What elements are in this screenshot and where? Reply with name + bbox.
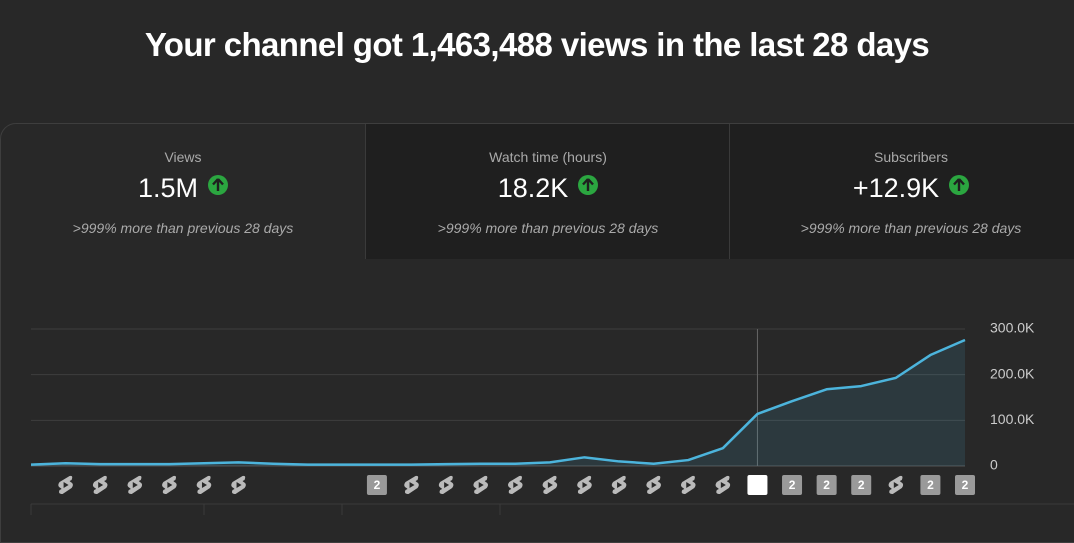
video-marker[interactable]: [920, 475, 941, 495]
up-icon: [949, 175, 970, 195]
y-tick-label: 0: [990, 457, 998, 473]
chart: 0 100.0K 200.0K 300.0K 2 2 2 2 2 2: [30, 320, 1074, 515]
tab-value-row: +12.9K: [730, 173, 1074, 204]
shorts-play: [444, 482, 450, 488]
shorts-play: [132, 482, 138, 488]
y-tick-label: 200.0K: [990, 365, 1035, 381]
area-fill: [31, 339, 965, 466]
video-marker-label: 2: [374, 478, 381, 492]
tab-value: +12.9K: [852, 173, 940, 203]
shorts-play: [167, 482, 173, 488]
video-marker[interactable]: [816, 475, 837, 495]
shorts-play: [720, 482, 726, 488]
tab-label: Subscribers: [874, 149, 948, 165]
video-marker-label: 2: [823, 478, 830, 492]
shorts-play: [582, 482, 588, 488]
page: Your channel got 1,463,488 views in the …: [0, 26, 1074, 543]
tab-label: Watch time (hours): [489, 149, 607, 165]
tab-label: Views: [164, 149, 202, 165]
shorts-play: [617, 482, 623, 488]
tab-value-row: 18.2K: [366, 173, 730, 204]
shorts-play: [651, 482, 657, 488]
tab-comparison: >999% more than previous 28 days: [72, 220, 294, 236]
shorts-play: [513, 482, 519, 488]
video-marker[interactable]: [955, 475, 975, 495]
shorts-play: [409, 482, 415, 488]
up-icon: [578, 175, 599, 195]
shorts-play: [98, 482, 104, 488]
video-marker[interactable]: [851, 475, 872, 495]
y-tick-label: 300.0K: [990, 320, 1035, 336]
y-tick-label: 100.0K: [990, 411, 1035, 427]
shorts-play: [547, 482, 553, 488]
tab-value-row: 1.5M: [1, 173, 365, 204]
page-title: Your channel got 1,463,488 views in the …: [144, 26, 930, 63]
tab-comparison: >999% more than previous 28 days: [800, 220, 1022, 236]
video-marker-label: 2: [962, 478, 969, 492]
tab-comparison: >999% more than previous 28 days: [437, 220, 659, 236]
tab[interactable]: Views 1.5M >999% more than previous 28 d…: [1, 124, 365, 259]
shorts-play: [63, 482, 69, 488]
tab-value: 1.5M: [137, 173, 199, 203]
tab[interactable]: Watch time (hours) 18.2K >999% more than…: [365, 124, 730, 259]
shorts-play: [236, 482, 242, 488]
video-marker-label: 2: [789, 478, 796, 492]
tab[interactable]: Subscribers +12.9K >999% more than previ…: [729, 124, 1074, 259]
shorts-play: [893, 482, 899, 488]
video-thumbnail[interactable]: [747, 475, 768, 495]
line: [30, 338, 966, 466]
video-marker-label: 2: [858, 478, 865, 492]
video-marker[interactable]: [366, 475, 387, 495]
up-icon: [208, 175, 229, 195]
shorts-play: [478, 482, 484, 488]
tab-value: 18.2K: [497, 173, 569, 203]
shorts-play: [686, 482, 692, 488]
analytics-card: Views 1.5M >999% more than previous 28 d…: [0, 123, 1074, 543]
video-marker[interactable]: [782, 475, 803, 495]
shorts-play: [201, 482, 207, 488]
video-marker-label: 2: [927, 478, 934, 492]
